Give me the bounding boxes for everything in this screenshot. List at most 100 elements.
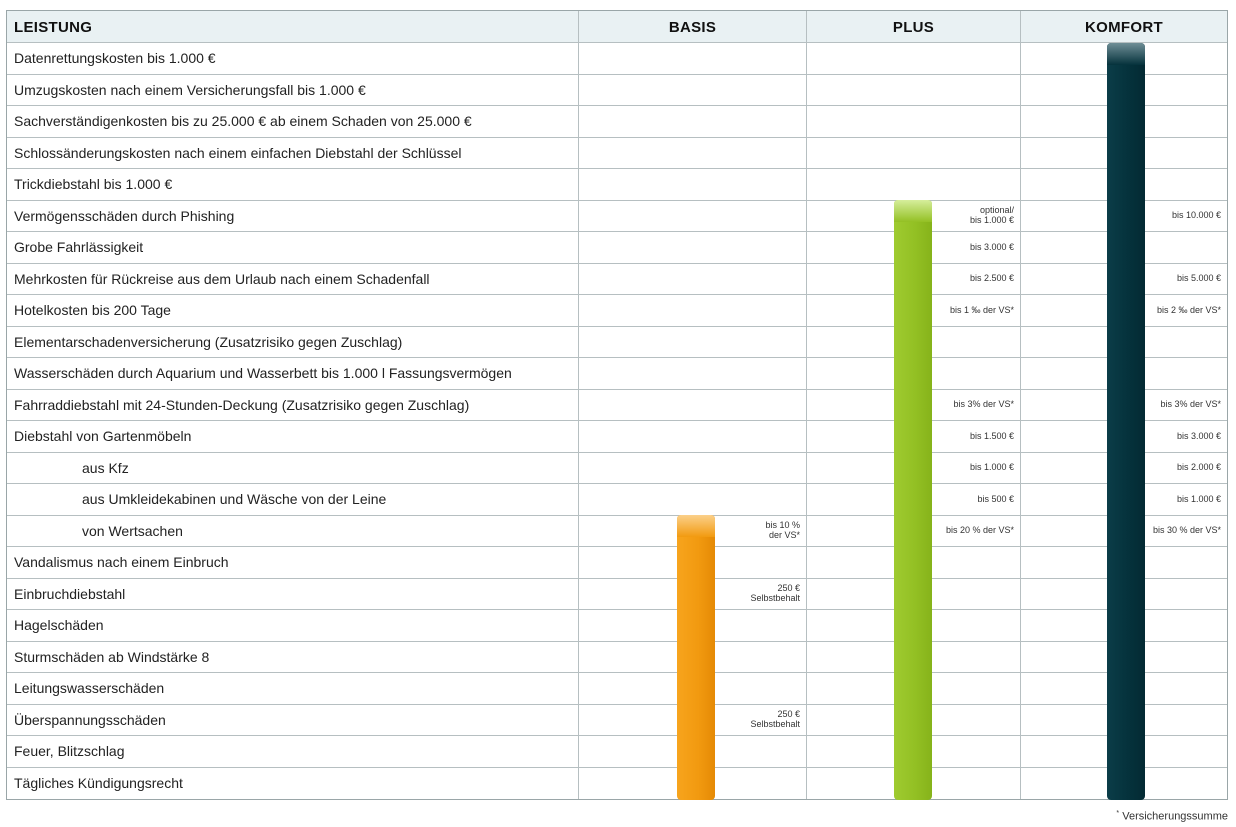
plus-cell <box>807 169 1021 200</box>
comparison-table: LEISTUNG BASIS PLUS KOMFORT Datenrettung… <box>6 10 1228 800</box>
basis-cell <box>579 736 807 767</box>
row-label: Trickdiebstahl bis 1.000 € <box>14 176 173 192</box>
table-header: LEISTUNG BASIS PLUS KOMFORT <box>7 11 1227 43</box>
basis-cell <box>579 137 807 168</box>
basis-cell: 250 € Selbstbehalt <box>579 704 807 735</box>
komfort-cell: bis 3.000 € <box>1021 421 1227 452</box>
row-label: Mehrkosten für Rückreise aus dem Urlaub … <box>14 270 430 287</box>
plus-cell <box>807 673 1021 704</box>
header-komfort: KOMFORT <box>1021 11 1227 42</box>
row-label: Hagelschäden <box>14 617 104 633</box>
plus-cell <box>807 358 1021 389</box>
basis-cell <box>579 358 807 389</box>
plus-cell: bis 1 ‰ der VS* <box>807 295 1021 326</box>
table-row: Sturmschäden ab Windstärke 8 <box>7 641 1227 673</box>
basis-cell <box>579 389 807 420</box>
row-label-cell: Tägliches Kündigungsrecht <box>7 767 579 799</box>
table-row: Tägliches Kündigungsrecht <box>7 767 1227 799</box>
plus-note: optional/bis 1.000 € <box>969 205 1014 226</box>
table-row: Wasserschäden durch Aquarium und Wasserb… <box>7 358 1227 390</box>
footnote: * Versicherungssumme <box>1116 810 1228 823</box>
header-basis: BASIS <box>579 11 807 42</box>
row-label-cell: Wasserschäden durch Aquarium und Wasserb… <box>7 358 579 389</box>
table-row: Leitungswasserschäden <box>7 673 1227 705</box>
row-label-cell: von Wertsachen <box>7 515 579 546</box>
basis-cell <box>579 74 807 105</box>
basis-cell <box>579 326 807 357</box>
plus-note: bis 1.000 € <box>969 462 1014 473</box>
row-label: Feuer, Blitzschlag <box>14 743 125 759</box>
plus-cell <box>807 74 1021 105</box>
basis-cell <box>579 263 807 294</box>
basis-cell <box>579 673 807 704</box>
plus-cell: bis 500 € <box>807 484 1021 515</box>
table-row: von Wertsachen bis 10 % der VS* bis 20 % de… <box>7 515 1227 547</box>
row-label-cell: aus Kfz <box>7 452 579 483</box>
row-label: aus Kfz <box>82 459 129 476</box>
table-row: Überspannungsschäden 250 € Selbstbehalt <box>7 704 1227 736</box>
komfort-cell: bis 2.000 € <box>1021 453 1227 484</box>
row-label: Elementarschadenversicherung (Zusatzrisi… <box>14 333 403 350</box>
plus-note: bis 3.000 € <box>969 241 1014 252</box>
plus-cell <box>807 137 1021 168</box>
row-label-cell: Überspannungsschäden <box>7 704 579 735</box>
footnote-marker: * <box>1116 810 1120 817</box>
row-label: Tägliches Kündigungsrecht <box>14 774 183 791</box>
plus-note: bis 20 % der VS* <box>945 525 1014 536</box>
row-label-cell: Mehrkosten für Rückreise aus dem Urlaub … <box>7 263 579 294</box>
plus-cell: bis 3% der VS* <box>807 389 1021 420</box>
row-label-cell: Datenrettungskosten bis 1.000 € <box>7 43 579 74</box>
table-row: aus Kfz bis 1.000 € bis 2.000 € <box>7 452 1227 484</box>
basis-cell <box>579 547 807 578</box>
table-row: Hotelkosten bis 200 Tage bis 1 ‰ der VS* b… <box>7 295 1227 327</box>
header-leistung-label: LEISTUNG <box>14 19 93 36</box>
row-label: von Wertsachen <box>82 522 183 539</box>
row-label-cell: Vandalismus nach einem Einbruch <box>7 547 579 578</box>
row-label: Grobe Fahrlässigkeit <box>14 239 144 255</box>
basis-coverage-bar <box>677 515 715 800</box>
table-row: Umzugskosten nach einem Versicherungsfal… <box>7 74 1227 106</box>
header-komfort-label: KOMFORT <box>1085 19 1163 36</box>
basis-cell: 250 € Selbstbehalt <box>579 578 807 609</box>
row-label: Vermögensschäden durch Phishing <box>14 207 235 224</box>
komfort-note: bis 2 ‰ der VS* <box>1156 304 1221 315</box>
row-label: Einbruchdiebstahl <box>14 585 126 602</box>
plus-cell: bis 3.000 € <box>807 232 1021 263</box>
basis-cell <box>579 484 807 515</box>
plus-cell <box>807 326 1021 357</box>
basis-cell <box>579 200 807 231</box>
row-label: Fahrraddiebstahl mit 24-Stunden-Deckung … <box>14 396 470 413</box>
row-label: Datenrettungskosten bis 1.000 € <box>14 50 216 66</box>
row-label-cell: Sturmschäden ab Windstärke 8 <box>7 641 579 672</box>
plus-cell <box>807 767 1021 799</box>
komfort-cell: bis 2 ‰ der VS* <box>1021 295 1227 326</box>
plus-coverage-bar <box>894 200 932 800</box>
header-plus-label: PLUS <box>892 19 935 36</box>
komfort-cell: bis 30 % der VS* <box>1021 516 1227 547</box>
row-label: Schlossänderungskosten nach einem einfac… <box>14 144 462 161</box>
basis-note: bis 10 % der VS* <box>765 520 800 541</box>
table-row: aus Umkleidekabinen und Wäsche von der L… <box>7 484 1227 516</box>
basis-cell <box>579 421 807 452</box>
row-label-cell: Vermögensschäden durch Phishing <box>7 200 579 231</box>
plus-note: bis 1 ‰ der VS* <box>949 304 1014 315</box>
plus-note: bis 1.500 € <box>969 430 1014 441</box>
komfort-note: bis 3.000 € <box>1176 430 1221 441</box>
komfort-cell: bis 3% der VS* <box>1021 390 1227 421</box>
table-row: Fahrraddiebstahl mit 24-Stunden-Deckung … <box>7 389 1227 421</box>
row-label-cell: Umzugskosten nach einem Versicherungsfal… <box>7 74 579 105</box>
row-label-cell: Grobe Fahrlässigkeit <box>7 232 579 263</box>
row-label-cell: Hotelkosten bis 200 Tage <box>7 295 579 326</box>
table-row: Einbruchdiebstahl 250 € Selbstbehalt <box>7 578 1227 610</box>
row-label-cell: Einbruchdiebstahl <box>7 578 579 609</box>
row-label-cell: Leitungswasserschäden <box>7 673 579 704</box>
table-row: Diebstahl von Gartenmöbeln bis 1.500 € bis… <box>7 421 1227 453</box>
basis-cell <box>579 295 807 326</box>
plus-cell: optional/bis 1.000 € <box>807 200 1021 231</box>
table-row: Datenrettungskosten bis 1.000 € <box>7 43 1227 75</box>
row-label-cell: Fahrraddiebstahl mit 24-Stunden-Deckung … <box>7 389 579 420</box>
plus-cell <box>807 736 1021 767</box>
row-label: aus Umkleidekabinen und Wäsche von der L… <box>82 491 387 507</box>
header-plus: PLUS <box>807 11 1021 42</box>
plus-cell <box>807 641 1021 672</box>
